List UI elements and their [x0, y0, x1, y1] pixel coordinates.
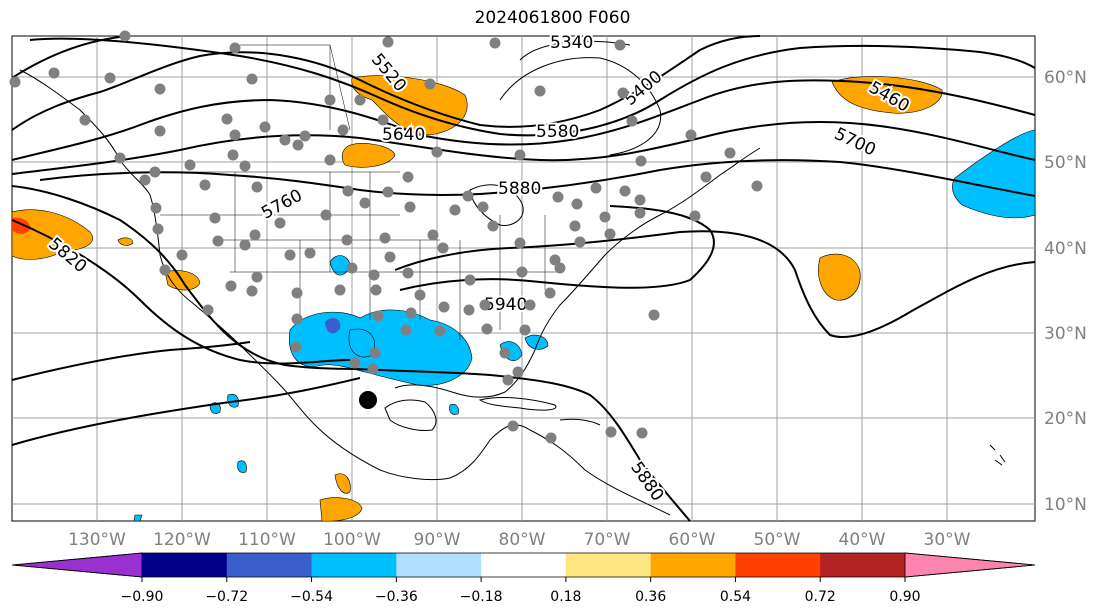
colorbar-tick-label: −0.18 [460, 589, 503, 605]
colorbar-extension-high [904, 552, 1036, 578]
lon-label: 60°W [669, 530, 716, 550]
lon-label: 70°W [584, 530, 631, 550]
lat-label: 60°N [1044, 68, 1087, 88]
colorbar-tick-label: 0.18 [550, 589, 581, 605]
colorbar-tick-label: −0.54 [290, 589, 333, 605]
lon-label: 50°W [754, 530, 801, 550]
map-title: 2024061800 F060 [474, 8, 631, 28]
lon-label: 110°W [238, 530, 296, 550]
colorbar-tick-label: −0.36 [375, 589, 418, 605]
contour-label: 5940 [484, 295, 527, 315]
colorbar [11, 552, 1036, 578]
lat-label: 30°N [1044, 324, 1087, 344]
lon-label: 100°W [323, 530, 381, 550]
lat-label: 40°N [1044, 239, 1087, 259]
colorbar-tick-label: −0.72 [205, 589, 248, 605]
contour-label: 5580 [536, 122, 579, 142]
lon-label: 40°W [839, 530, 886, 550]
colorbar-tick-label: −0.90 [121, 589, 164, 605]
longitude-labels: 130°W 120°W 110°W 100°W 90°W 80°W 70°W 6… [68, 530, 971, 550]
colorbar-segment [396, 553, 482, 577]
latitude-labels: 60°N 50°N 40°N 30°N 20°N 10°N [1044, 68, 1087, 515]
colorbar-ticks: −0.90 −0.72 −0.54 −0.36 −0.18 0.18 0.36 0.54 0.7… [121, 577, 921, 605]
state-borders [150, 44, 560, 340]
lat-label: 50°N [1044, 153, 1087, 173]
lon-label: 80°W [499, 530, 546, 550]
colorbar-segment [735, 553, 821, 577]
height-contours [11, 35, 1036, 522]
lon-label: 120°W [153, 530, 211, 550]
colorbar-segment [226, 553, 313, 577]
strong-negative-areas [325, 318, 341, 334]
colorbar-segment [142, 553, 228, 577]
colorbar-segment [311, 553, 397, 577]
contour-label: 5640 [382, 125, 425, 145]
colorbar-tick-label: 0.36 [635, 589, 666, 605]
colorbar-segment [650, 553, 736, 577]
colorbar-tick-label: 0.54 [720, 589, 751, 605]
contour-label: 5340 [550, 33, 593, 53]
contour-label: 5880 [498, 179, 541, 199]
lat-label: 10°N [1044, 495, 1087, 515]
colorbar-tick-label: 0.72 [805, 589, 836, 605]
colorbar-tick-label: 0.90 [889, 589, 920, 605]
lon-label: 30°W [924, 530, 971, 550]
colorbar-segment [481, 553, 567, 577]
colorbar-extension-low [11, 552, 143, 578]
storm-marker [359, 391, 377, 409]
colorbar-segment [565, 553, 652, 577]
lon-label: 130°W [68, 530, 126, 550]
lon-label: 90°W [414, 530, 461, 550]
station-points [9, 30, 763, 444]
colorbar-segment [820, 553, 906, 577]
lat-label: 20°N [1044, 409, 1087, 429]
